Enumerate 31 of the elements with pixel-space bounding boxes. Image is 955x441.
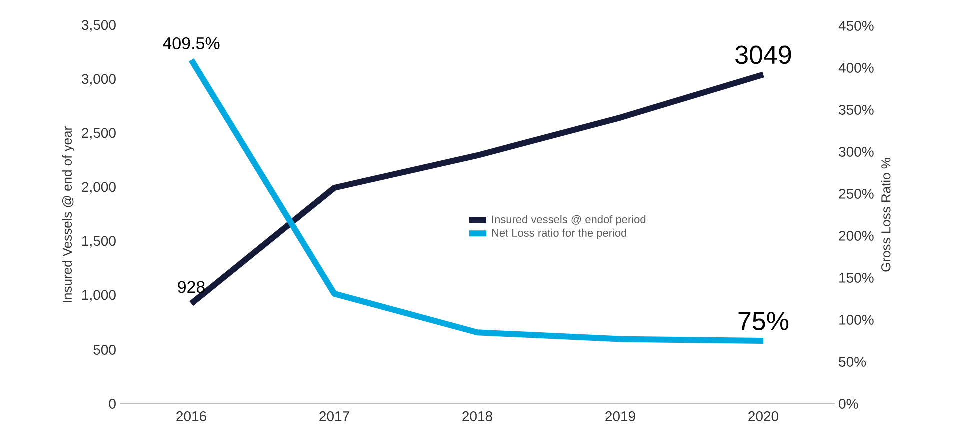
y2-axis-title: Gross Loss Ratio % [881,158,891,272]
y2-tick-label: 350% [839,105,874,115]
y2-tick-label: 200% [839,231,874,241]
y-axis-title: Insured Vessels @ end of year [62,126,75,302]
y2-tick-label: 0% [839,399,858,409]
y-tick-label: 1,000 [82,290,116,302]
y2-tick-label: 150% [840,273,874,283]
x-tick-label: 2020 [748,412,779,422]
x-tick-label: 2016 [176,412,206,422]
y2-tick-label: 100% [840,315,874,325]
x-tick-label: 2017 [320,412,350,422]
y-tick-label: 2,000 [82,182,116,194]
legend-label: Insured vessels @ endof period [492,215,646,226]
y-tick-label: 500 [94,345,116,355]
y-tick-label: 3,500 [82,20,116,32]
y-tick-label: 1,500 [82,236,116,248]
y2-tick-label: 400% [838,63,874,73]
x-tick-label: 2018 [462,412,492,422]
legend-label: Net Loss ratio for the period [492,228,626,240]
y-tick-label: 3,000 [82,74,116,86]
y-tick-label: 0 [109,399,116,409]
y-tick-label: 2,500 [82,128,116,140]
data-label: 75% [738,312,789,330]
y2-tick-label: 250% [839,189,874,199]
y2-tick-label: 50% [839,357,866,367]
data-label: 3049 [736,46,792,64]
data-label: 409.5% [163,37,220,50]
x-tick-label: 2019 [606,412,636,422]
y2-tick-label: 300% [839,147,874,157]
y2-tick-label: 450% [838,21,874,31]
data-label: 928 [178,281,205,294]
